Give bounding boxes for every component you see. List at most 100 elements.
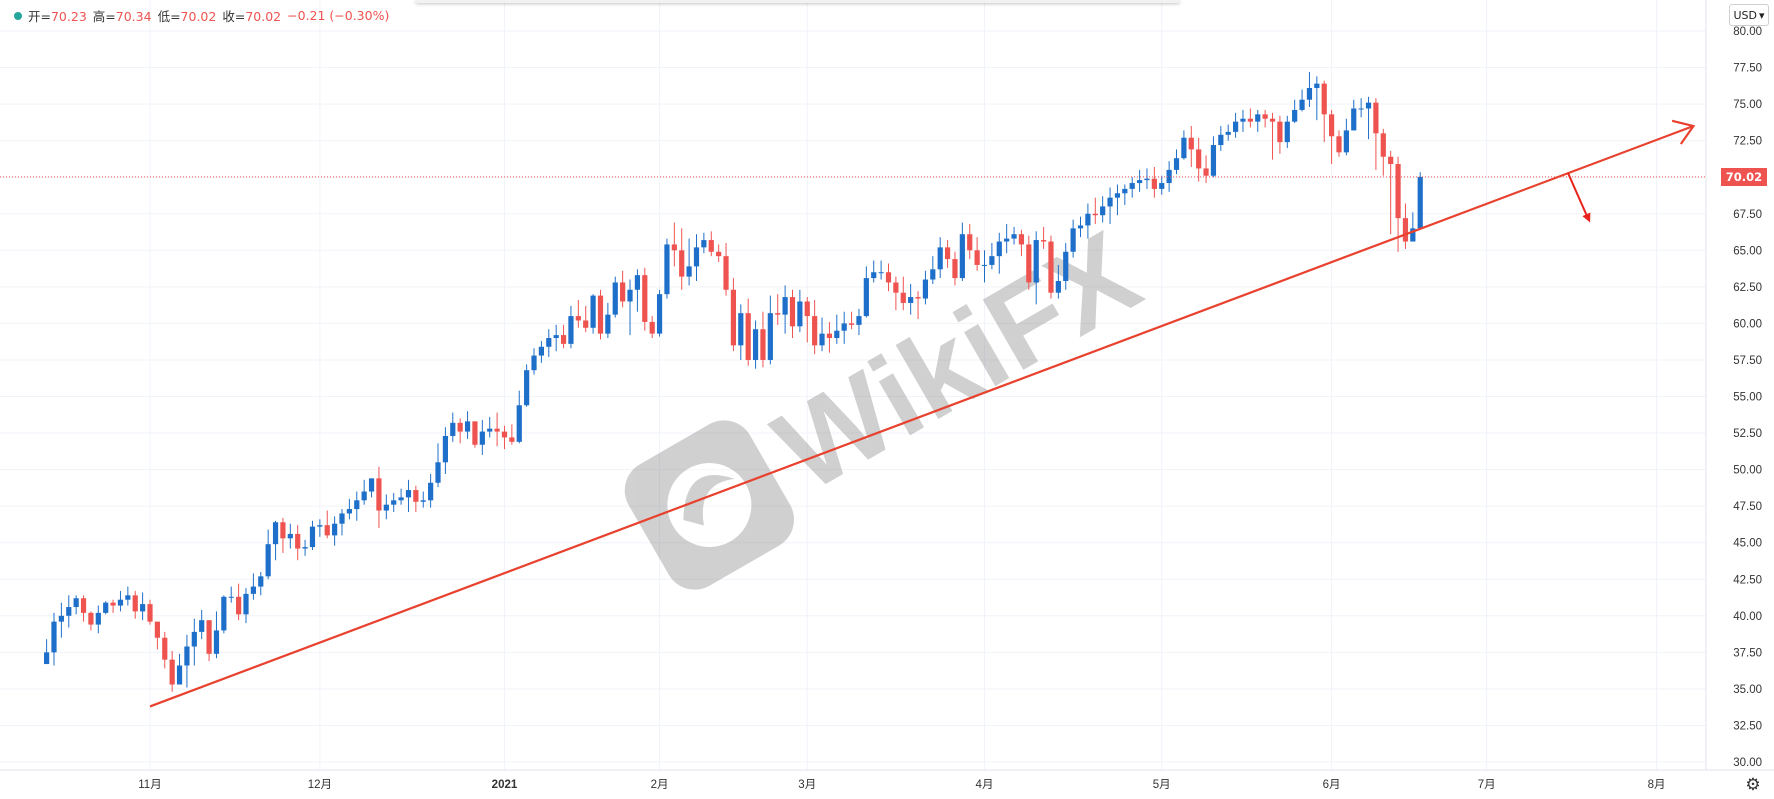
candle-body (620, 282, 626, 302)
candle (775, 294, 781, 325)
candle-body (1181, 137, 1187, 159)
y-tick-label: 67.50 (1733, 209, 1762, 221)
candle-body (1232, 121, 1239, 132)
candle-body (1373, 102, 1379, 134)
candle-body (1410, 228, 1416, 242)
candle-body (272, 522, 279, 545)
candle-body (937, 247, 943, 270)
candle-body (487, 428, 493, 432)
candle (339, 509, 345, 536)
x-tick-label: 3月 (798, 779, 816, 791)
down-arrow (1567, 172, 1589, 219)
candle-body (974, 250, 980, 265)
candle (856, 308, 862, 336)
candle-body (265, 544, 271, 577)
candle (1181, 130, 1187, 160)
candle (376, 466, 382, 529)
candle-body (1092, 213, 1098, 216)
currency-selector[interactable]: USD ▾ (1729, 4, 1769, 26)
candle-body (1004, 238, 1010, 242)
candle (169, 650, 175, 692)
x-tick-label: 7月 (1478, 779, 1496, 791)
candle (583, 305, 589, 333)
candle-body (716, 251, 722, 257)
candle (1055, 264, 1061, 299)
candle-body (354, 500, 360, 510)
currency-label: USD (1733, 8, 1757, 22)
candle (516, 390, 522, 444)
candle (1077, 216, 1084, 238)
candle-body (1026, 244, 1032, 283)
candle (1284, 115, 1290, 148)
candle (494, 412, 500, 447)
candle (258, 571, 264, 596)
open-label: 开= (28, 9, 51, 24)
candle-body (162, 637, 168, 660)
candle (206, 620, 212, 662)
candle (1033, 231, 1039, 305)
candle-body (464, 421, 471, 432)
candle (1173, 149, 1180, 175)
candle (937, 237, 943, 279)
y-tick-label: 40.00 (1733, 611, 1762, 623)
x-tick-label: 5月 (1153, 779, 1171, 791)
candle (1018, 229, 1025, 257)
high-value: 70.34 (115, 9, 152, 24)
candle (1092, 197, 1098, 224)
candle-body (442, 435, 448, 463)
candle (826, 321, 833, 353)
candle (398, 488, 404, 505)
candle-body (804, 301, 810, 317)
candle-body (524, 370, 530, 406)
candle-body (280, 522, 286, 539)
candle-body (206, 620, 212, 654)
candle-body (1365, 102, 1372, 109)
candle (597, 289, 604, 340)
candle-body (413, 490, 419, 502)
candle (509, 424, 515, 445)
candle (944, 240, 951, 268)
candle (1269, 112, 1276, 160)
candle (797, 289, 803, 333)
candle-body (191, 631, 197, 647)
candle-body (1218, 134, 1224, 146)
candle-body (339, 513, 345, 524)
candle (1292, 99, 1298, 124)
candle (420, 491, 426, 508)
x-tick-label: 2月 (651, 779, 669, 791)
candle-body (819, 333, 825, 346)
y-tick-label: 37.50 (1733, 647, 1762, 659)
candle (110, 599, 116, 613)
candle-body (309, 526, 316, 548)
candle-body (583, 320, 589, 328)
gear-icon[interactable]: ⚙ (1745, 775, 1761, 795)
candle (1210, 136, 1217, 178)
candle-body (679, 250, 685, 277)
candle (125, 586, 131, 606)
candle (900, 276, 906, 311)
candle-body (1129, 183, 1135, 189)
y-tick-label: 77.50 (1733, 63, 1762, 75)
candle-body (1336, 136, 1342, 153)
candle-body (1144, 178, 1150, 181)
candle-body (952, 259, 958, 279)
candle (1232, 112, 1239, 138)
candle (760, 311, 766, 368)
candle (236, 583, 242, 621)
candle-body (826, 333, 833, 339)
candle-body (981, 264, 988, 266)
candle-body (376, 478, 382, 511)
y-tick-label: 52.50 (1733, 428, 1762, 440)
candle-body (324, 525, 330, 536)
candle (1388, 150, 1394, 235)
candle (716, 244, 722, 262)
candle (908, 283, 914, 315)
candle-body (184, 646, 190, 666)
candle (730, 278, 737, 352)
candle-body (649, 321, 655, 334)
last-price-tag: 70.02 (1721, 167, 1767, 186)
candle (1255, 109, 1261, 132)
candle (1004, 223, 1010, 254)
candle (1144, 168, 1150, 189)
